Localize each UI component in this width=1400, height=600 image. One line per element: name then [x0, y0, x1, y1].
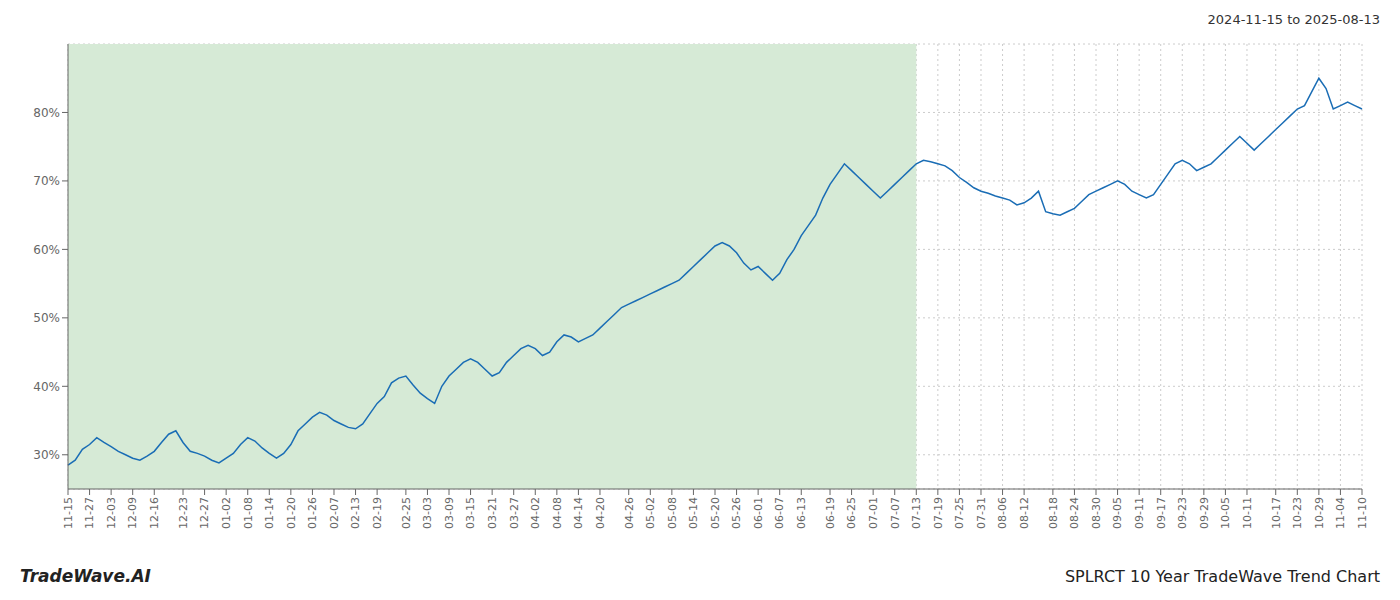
svg-text:12-27: 12-27	[198, 497, 211, 529]
html-text:SPLRCT 10 Year TradeWave Trend: SPLRCT 10 Year TradeWave Trend Chart	[1064, 567, 1380, 586]
html-text:2024-11-15 to 2025-08-13: 2024-11-15 to 2025-08-13	[1207, 12, 1380, 27]
svg-text:06-07: 06-07	[774, 497, 787, 529]
svg-text:06-25: 06-25	[845, 497, 858, 529]
svg-text:07-07: 07-07	[889, 497, 902, 529]
svg-text:05-26: 05-26	[730, 497, 743, 529]
svg-text:12-03: 12-03	[105, 497, 118, 529]
svg-text:12-23: 12-23	[177, 497, 190, 529]
svg-text:04-08: 04-08	[551, 497, 564, 529]
svg-text:01-08: 01-08	[242, 497, 255, 529]
svg-text:12-09: 12-09	[127, 497, 140, 529]
svg-text:07-31: 07-31	[975, 497, 988, 529]
svg-text:08-12: 08-12	[1018, 497, 1031, 529]
svg-text:08-18: 08-18	[1047, 497, 1060, 529]
svg-text:08-24: 08-24	[1068, 497, 1081, 529]
svg-text:07-13: 07-13	[910, 497, 923, 529]
svg-text:10-11: 10-11	[1241, 497, 1254, 529]
svg-text:03-27: 03-27	[508, 497, 521, 529]
svg-text:50%: 50%	[33, 311, 60, 325]
svg-text:10-17: 10-17	[1270, 497, 1283, 529]
svg-text:80%: 80%	[33, 106, 60, 120]
svg-text:05-20: 05-20	[709, 497, 722, 529]
svg-text:01-02: 01-02	[220, 497, 233, 529]
svg-text:11-04: 11-04	[1334, 497, 1347, 529]
svg-text:02-19: 02-19	[371, 497, 384, 529]
svg-text:08-30: 08-30	[1090, 497, 1103, 529]
svg-text:40%: 40%	[33, 380, 60, 394]
svg-text:12-16: 12-16	[148, 497, 161, 529]
svg-text:03-21: 03-21	[486, 497, 499, 529]
svg-text:06-13: 06-13	[795, 497, 808, 529]
svg-text:01-20: 01-20	[285, 497, 298, 529]
svg-text:70%: 70%	[33, 174, 60, 188]
svg-text:04-02: 04-02	[529, 497, 542, 529]
svg-text:02-07: 02-07	[328, 497, 341, 529]
svg-text:10-29: 10-29	[1313, 497, 1326, 529]
svg-text:09-23: 09-23	[1176, 497, 1189, 529]
svg-text:06-19: 06-19	[824, 497, 837, 529]
svg-text:06-01: 06-01	[752, 497, 765, 529]
svg-text:05-14: 05-14	[687, 497, 700, 529]
svg-text:09-17: 09-17	[1155, 497, 1168, 529]
svg-text:09-11: 09-11	[1133, 497, 1146, 529]
svg-text:01-26: 01-26	[306, 497, 319, 529]
svg-text:30%: 30%	[33, 448, 60, 462]
svg-text:03-03: 03-03	[421, 497, 434, 529]
svg-text:02-25: 02-25	[400, 497, 413, 529]
svg-text:02-13: 02-13	[349, 497, 362, 529]
svg-text:05-02: 05-02	[644, 497, 657, 529]
svg-text:03-15: 03-15	[464, 497, 477, 529]
svg-text:09-29: 09-29	[1198, 497, 1211, 529]
svg-text:10-05: 10-05	[1219, 497, 1232, 529]
svg-text:04-14: 04-14	[572, 497, 585, 529]
svg-text:07-25: 07-25	[953, 497, 966, 529]
svg-text:09-05: 09-05	[1111, 497, 1124, 529]
svg-text:11-15: 11-15	[62, 497, 75, 529]
svg-text:60%: 60%	[33, 243, 60, 257]
html-text:TradeWave.AI: TradeWave.AI	[20, 566, 151, 586]
svg-text:11-27: 11-27	[83, 497, 96, 529]
svg-text:11-10: 11-10	[1356, 497, 1369, 529]
svg-text:07-01: 07-01	[867, 497, 880, 529]
svg-text:04-26: 04-26	[623, 497, 636, 529]
svg-text:01-14: 01-14	[263, 497, 276, 529]
svg-text:10-23: 10-23	[1291, 497, 1304, 529]
svg-text:04-20: 04-20	[594, 497, 607, 529]
svg-text:03-09: 03-09	[443, 497, 456, 529]
svg-text:07-19: 07-19	[932, 497, 945, 529]
svg-text:08-06: 08-06	[996, 497, 1009, 529]
svg-text:05-08: 05-08	[666, 497, 679, 529]
